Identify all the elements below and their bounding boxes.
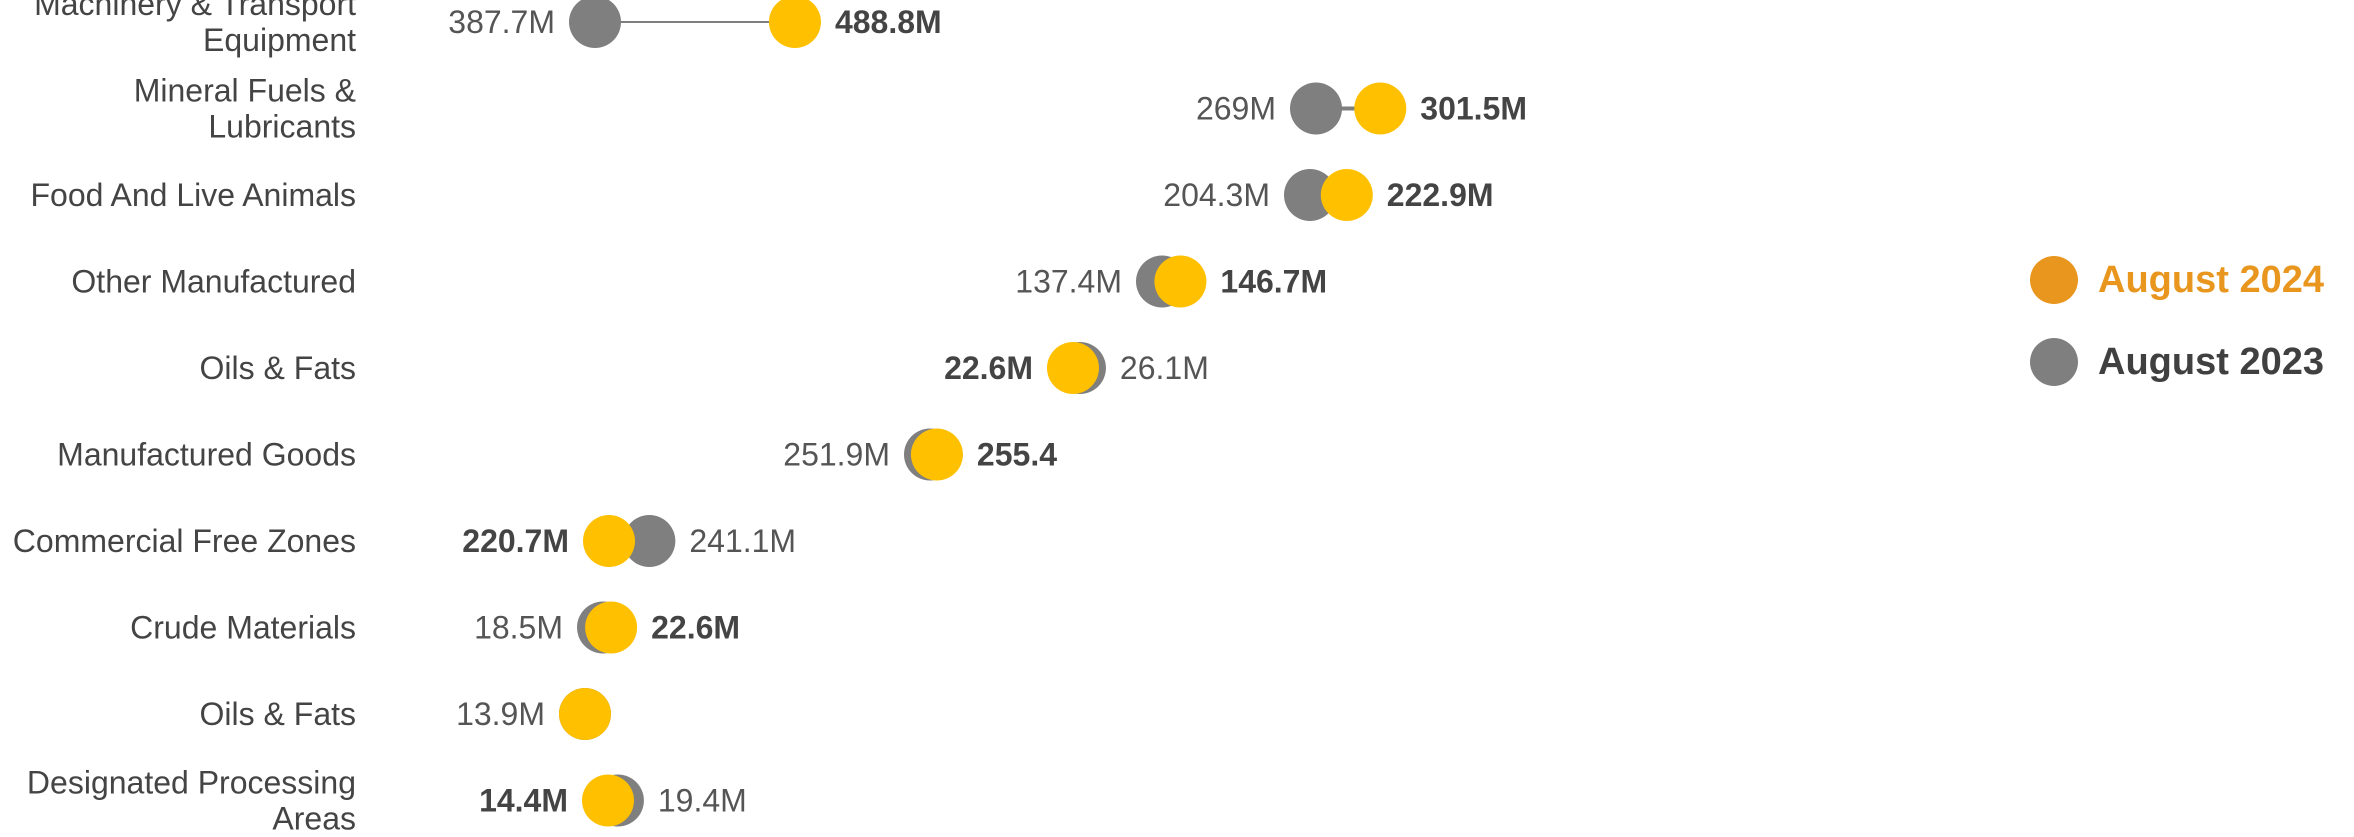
value-label-previous: 13.9M: [456, 696, 545, 732]
value-label-previous: 241.1M: [689, 523, 796, 559]
value-label-current: 301.5M: [1420, 91, 1527, 127]
value-label-current: 146.7M: [1220, 264, 1327, 300]
dot-previous: [569, 0, 621, 48]
category-label: Other Manufactured: [71, 264, 356, 300]
value-label-previous: 19.4M: [658, 783, 747, 819]
dot-current: [768, 0, 821, 48]
dot-current: [1320, 169, 1373, 221]
category-label: Manufactured Goods: [57, 437, 356, 473]
value-label-current: 22.6M: [651, 610, 740, 646]
legend-dot-previous: [2030, 338, 2079, 386]
value-label-current: 220.7M: [462, 523, 569, 559]
value-label-current: 222.9M: [1387, 177, 1494, 213]
value-label-current: 14.4M: [479, 783, 568, 819]
dot-current: [585, 601, 638, 654]
legend-item-previous[interactable]: August 2023: [2030, 338, 2324, 386]
value-label-current: 488.8M: [835, 4, 942, 40]
dot-previous: [623, 515, 676, 567]
value-label-previous: 387.7M: [448, 4, 555, 40]
value-label-previous: 251.9M: [783, 437, 890, 473]
legend: August 2024 August 2023: [2030, 256, 2324, 420]
dot-current: [910, 428, 963, 481]
value-label-current: 255.4: [977, 437, 1057, 473]
dot-current: [559, 688, 611, 740]
category-label: Equipment: [203, 22, 356, 58]
value-label-previous: 26.1M: [1120, 350, 1209, 386]
value-label-previous: 204.3M: [1163, 177, 1270, 213]
legend-dot-current: [2030, 256, 2079, 304]
category-label: Mineral Fuels &: [134, 73, 356, 109]
category-label: Commercial Free Zones: [13, 523, 356, 559]
category-label: Crude Materials: [130, 610, 356, 646]
category-label: Machinery & Transport: [34, 0, 356, 22]
legend-item-current[interactable]: August 2024: [2030, 256, 2324, 304]
dot-previous: [1290, 82, 1342, 135]
value-label-previous: 137.4M: [1015, 264, 1122, 300]
category-label: Lubricants: [208, 109, 356, 145]
dot-current: [1047, 342, 1099, 394]
category-label: Designated Processing: [27, 765, 356, 801]
dot-current: [1354, 82, 1407, 135]
dot-current: [1154, 255, 1207, 308]
category-label: Oils & Fats: [200, 350, 356, 386]
value-label-previous: 18.5M: [474, 610, 563, 646]
dot-current: [582, 774, 634, 827]
category-label: Food And Live Animals: [30, 177, 356, 213]
dot-previous: [1284, 169, 1336, 221]
value-label-current: 22.6M: [944, 350, 1033, 386]
legend-label-current: August 2024: [2098, 258, 2324, 301]
dot-current: [583, 515, 635, 567]
value-label-previous: 269M: [1196, 91, 1276, 127]
category-label: Oils & Fats: [200, 696, 356, 732]
legend-label-previous: August 2023: [2098, 340, 2324, 383]
category-label: Areas: [272, 801, 356, 837]
